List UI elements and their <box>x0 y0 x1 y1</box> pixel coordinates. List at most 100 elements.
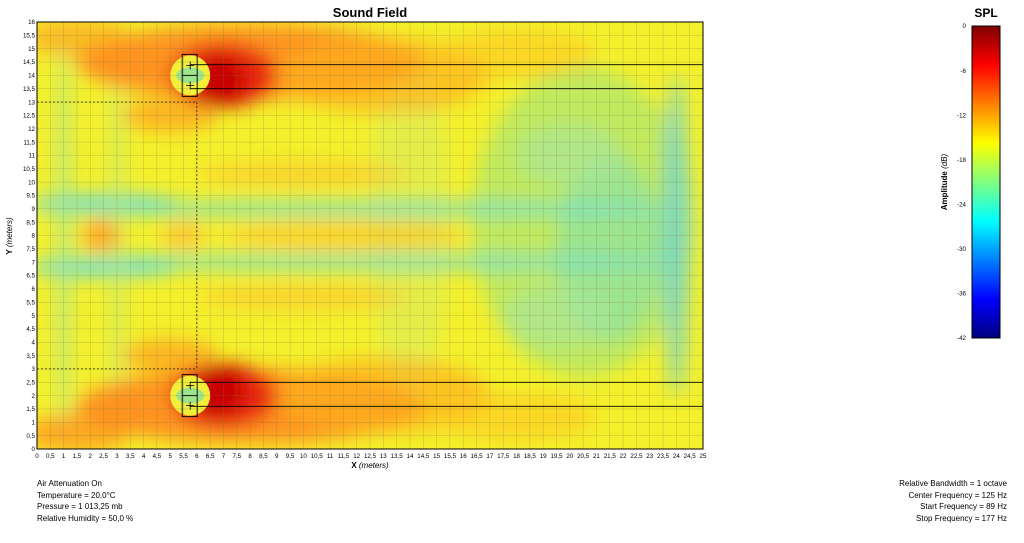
y-tick-label: 6 <box>32 286 36 293</box>
x-tick-label: 4 <box>142 453 146 460</box>
colorbar-tick-label: -18 <box>957 157 967 164</box>
y-tick-label: 11 <box>29 153 36 160</box>
x-tick-label: 10,5 <box>311 453 324 460</box>
x-tick-label: 12 <box>353 453 360 460</box>
x-tick-label: 16,5 <box>471 453 484 460</box>
colorbar <box>971 25 1001 339</box>
x-tick-label: 13,5 <box>391 453 404 460</box>
x-tick-label: 0,5 <box>46 453 55 460</box>
chart-title: Sound Field <box>332 5 408 20</box>
y-tick-label: 11,5 <box>23 139 35 146</box>
x-tick-label: 24 <box>673 453 680 460</box>
y-tick-label: 14 <box>28 73 35 80</box>
info-temperature: Temperature = 20,0°C <box>37 490 116 500</box>
x-tick-label: 2,5 <box>99 453 108 460</box>
info-humidity: Relative Humidity = 50,0 % <box>37 513 134 523</box>
info-center-frequency: Center Frequency = 125 Hz <box>908 490 1008 500</box>
x-tick-label: 3 <box>115 453 119 460</box>
y-tick-label: 12,5 <box>23 113 36 120</box>
x-tick-label: 6 <box>195 453 199 460</box>
x-tick-label: 11,5 <box>338 453 350 460</box>
y-tick-label: 2,5 <box>26 379 35 386</box>
frequency-info: Relative Bandwidth = 1 octave Center Fre… <box>899 478 1007 524</box>
x-tick-label: 25 <box>700 453 707 460</box>
y-tick-label: 8,5 <box>26 219 35 226</box>
field-region <box>37 194 179 213</box>
y-tick-label: 0,5 <box>26 433 35 440</box>
x-tick-label: 10 <box>300 453 307 460</box>
x-tick-label: 17 <box>486 453 493 460</box>
x-tick-label: 15 <box>433 453 440 460</box>
x-tick-label: 14 <box>407 453 414 460</box>
x-tick-label: 12,5 <box>364 453 377 460</box>
x-tick-label: 4,5 <box>153 453 162 460</box>
colorbar-tick-label: -30 <box>957 246 967 253</box>
field-region <box>37 414 131 449</box>
y-tick-label: 12 <box>28 126 35 133</box>
x-axis-label: X (meters) <box>351 461 389 470</box>
y-tick-label: 9 <box>32 206 36 213</box>
x-tick-label: 21,5 <box>604 453 617 460</box>
y-tick-label: 5 <box>32 313 36 320</box>
y-tick-label: 5,5 <box>26 299 35 306</box>
x-tick-label: 23,5 <box>657 453 670 460</box>
y-tick-label: 1,5 <box>26 406 35 413</box>
x-tick-label: 7 <box>222 453 226 460</box>
x-tick-label: 3,5 <box>126 453 135 460</box>
y-tick-label: 1 <box>32 420 36 427</box>
x-tick-label: 11 <box>327 453 334 460</box>
x-tick-label: 7,5 <box>232 453 241 460</box>
x-tick-label: 6,5 <box>206 453 215 460</box>
field-region <box>37 22 131 57</box>
y-tick-labels: 00,511,522,533,544,555,566,577,588,599,5… <box>23 19 36 453</box>
x-tick-label: 0 <box>35 453 39 460</box>
y-tick-label: 15 <box>28 46 35 53</box>
x-tick-label: 21 <box>593 453 600 460</box>
x-tick-label: 14,5 <box>417 453 430 460</box>
y-tick-label: 7,5 <box>26 246 35 253</box>
colorbar-tick-label: -36 <box>957 291 967 298</box>
y-tick-label: 2 <box>32 393 36 400</box>
colorbar-tick-label: 0 <box>963 23 967 30</box>
x-tick-label: 8,5 <box>259 453 268 460</box>
x-tick-label: 22 <box>620 453 627 460</box>
x-tick-label: 18,5 <box>524 453 537 460</box>
field-region <box>37 258 179 277</box>
y-tick-label: 13,5 <box>23 86 36 93</box>
x-tick-labels: 0 0,5 1 1,5 2 2,5 3 3,5 4 4,5 5 5,5 6 6,5 7 7,5 8 8,5 9 9,5… <box>35 453 707 460</box>
info-stop-frequency: Stop Frequency = 177 Hz <box>916 513 1007 523</box>
x-tick-label: 19,5 <box>550 453 563 460</box>
y-tick-label: 8 <box>32 233 36 240</box>
x-tick-label: 8 <box>248 453 252 460</box>
y-tick-label: 16 <box>28 19 35 26</box>
x-tick-label: 19 <box>540 453 547 460</box>
x-tick-label: 16 <box>460 453 467 460</box>
x-tick-label: 17,5 <box>497 453 510 460</box>
info-start-frequency: Start Frequency = 89 Hz <box>920 502 1007 511</box>
overlay-marks <box>37 53 703 418</box>
colorbar-title: SPL <box>974 6 998 20</box>
y-tick-label: 3 <box>32 366 36 373</box>
x-tick-label: 2 <box>89 453 93 460</box>
info-pressure: Pressure = 1 013,25 mb <box>37 502 123 511</box>
x-tick-label: 13 <box>380 453 387 460</box>
x-tick-label: 22,5 <box>630 453 643 460</box>
info-bandwidth: Relative Bandwidth = 1 octave <box>899 479 1007 488</box>
y-tick-label: 13 <box>28 99 35 106</box>
colorbar-tick-label: -24 <box>957 201 967 208</box>
y-tick-label: 10,5 <box>23 166 36 173</box>
info-air-attenuation: Air Attenuation On <box>37 479 102 488</box>
x-tick-label: 5,5 <box>179 453 188 460</box>
y-tick-label: 14,5 <box>23 59 36 66</box>
x-tick-label: 5 <box>168 453 172 460</box>
x-tick-label: 1,5 <box>73 453 82 460</box>
y-tick-label: 15,5 <box>23 33 36 40</box>
x-tick-label: 20 <box>566 453 573 460</box>
colorbar-tick-label: -12 <box>957 112 967 119</box>
y-tick-label: 3,5 <box>26 353 35 360</box>
y-tick-label: 4,5 <box>26 326 35 333</box>
y-tick-label: 6,5 <box>26 273 35 280</box>
y-axis-label: Y (meters) <box>5 217 14 255</box>
